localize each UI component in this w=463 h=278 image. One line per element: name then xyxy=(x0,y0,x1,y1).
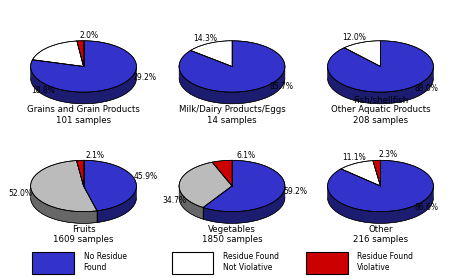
Text: Residue Found
Not Violative: Residue Found Not Violative xyxy=(222,252,278,272)
Polygon shape xyxy=(32,41,83,66)
Polygon shape xyxy=(31,41,136,92)
Polygon shape xyxy=(327,160,432,212)
Polygon shape xyxy=(203,160,284,212)
Polygon shape xyxy=(76,160,83,186)
Polygon shape xyxy=(179,41,284,92)
Text: 18.8%: 18.8% xyxy=(31,86,55,95)
Polygon shape xyxy=(179,185,203,219)
Text: Milk/Dairy Products/Eggs
14 samples: Milk/Dairy Products/Eggs 14 samples xyxy=(178,105,285,125)
Text: 2.0%: 2.0% xyxy=(80,31,99,40)
Bar xyxy=(306,252,347,274)
Text: 14.3%: 14.3% xyxy=(192,34,216,43)
Bar xyxy=(171,252,213,274)
Polygon shape xyxy=(31,186,97,223)
Polygon shape xyxy=(31,66,136,104)
Polygon shape xyxy=(97,186,136,222)
Polygon shape xyxy=(344,41,380,66)
Text: Other
216 samples: Other 216 samples xyxy=(352,225,407,244)
Text: 2.1%: 2.1% xyxy=(85,151,104,160)
Text: 59.2%: 59.2% xyxy=(283,187,307,196)
Text: 88.0%: 88.0% xyxy=(414,84,438,93)
Polygon shape xyxy=(31,160,97,212)
Polygon shape xyxy=(190,41,232,66)
Text: 12.0%: 12.0% xyxy=(342,33,365,42)
Text: Fish/shellfish
Other Aquatic Products
208 samples: Fish/shellfish Other Aquatic Products 20… xyxy=(330,95,429,125)
Text: 11.1%: 11.1% xyxy=(342,153,365,162)
Polygon shape xyxy=(179,66,284,104)
Text: 34.7%: 34.7% xyxy=(162,196,186,205)
Text: Grains and Grain Products
101 samples: Grains and Grain Products 101 samples xyxy=(27,105,140,125)
Polygon shape xyxy=(83,160,136,211)
Text: No Residue
Found: No Residue Found xyxy=(83,252,126,272)
Polygon shape xyxy=(77,41,83,66)
Text: 6.1%: 6.1% xyxy=(237,151,256,160)
Bar xyxy=(32,252,74,274)
Polygon shape xyxy=(340,161,380,186)
Text: Vegetables
1850 samples: Vegetables 1850 samples xyxy=(201,225,262,244)
Text: Fruits
1609 samples: Fruits 1609 samples xyxy=(53,225,113,244)
Text: 52.0%: 52.0% xyxy=(9,188,32,198)
Text: 79.2%: 79.2% xyxy=(132,73,156,82)
Polygon shape xyxy=(327,67,432,104)
Polygon shape xyxy=(372,160,380,186)
Text: 85.7%: 85.7% xyxy=(269,82,293,91)
Polygon shape xyxy=(327,186,432,223)
Text: Residue Found
Violative: Residue Found Violative xyxy=(357,252,413,272)
Polygon shape xyxy=(203,186,284,223)
Text: 2.3%: 2.3% xyxy=(378,150,397,159)
Text: 45.9%: 45.9% xyxy=(133,172,157,181)
Polygon shape xyxy=(212,160,232,186)
Text: 86.6%: 86.6% xyxy=(414,203,438,212)
Polygon shape xyxy=(179,162,232,207)
Polygon shape xyxy=(327,41,432,92)
